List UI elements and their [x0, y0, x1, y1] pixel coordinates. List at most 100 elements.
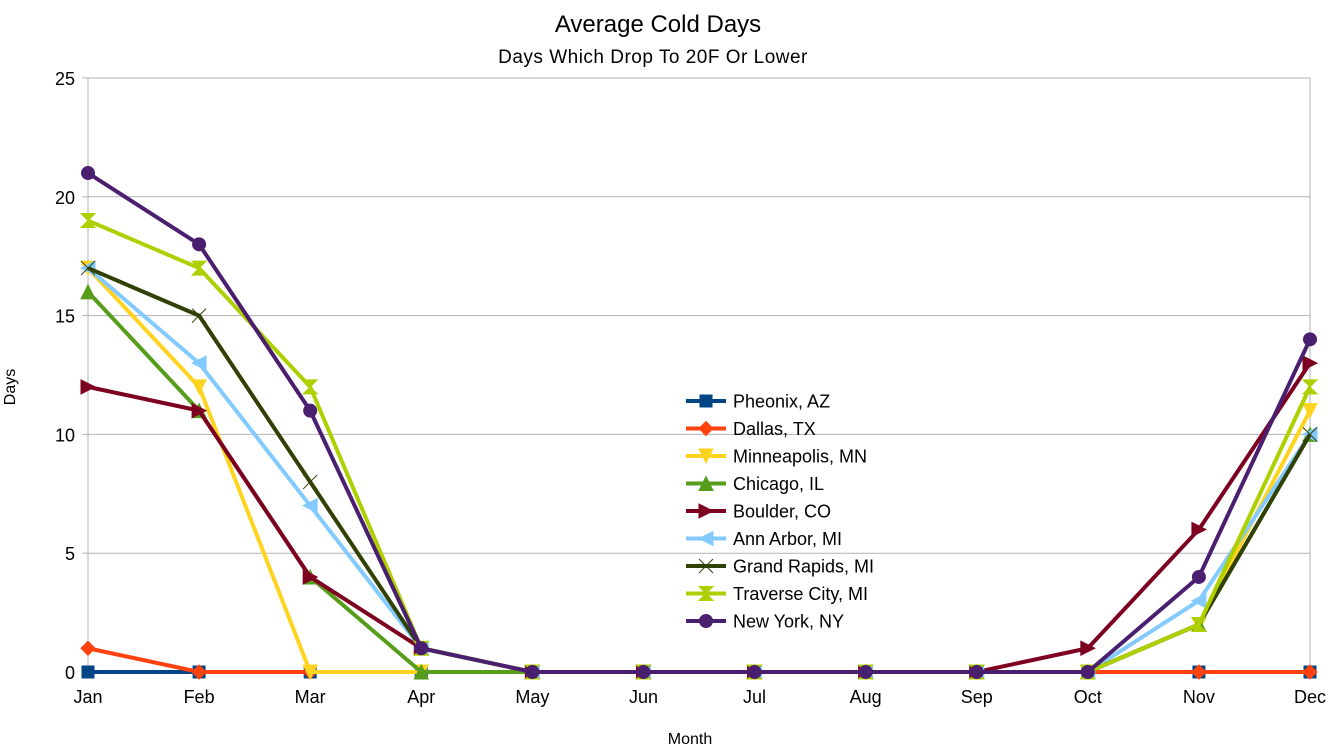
data-point — [1080, 640, 1096, 657]
chart-title: Average Cold Days — [555, 11, 761, 38]
data-point — [303, 403, 318, 418]
legend-marker — [698, 475, 714, 491]
legend-item: New York, NY — [686, 612, 844, 632]
data-point — [190, 260, 208, 276]
legend-item: Traverse City, MI — [686, 584, 868, 604]
x-axis-label: Month — [668, 731, 712, 748]
data-point — [1301, 379, 1319, 395]
data-point — [414, 641, 429, 656]
data-point — [191, 308, 207, 323]
x-tick-label: May — [515, 687, 549, 707]
series-line — [86, 171, 1312, 674]
data-point — [80, 283, 96, 300]
data-point — [1302, 427, 1318, 442]
y-tick-label: 5 — [65, 544, 75, 564]
x-tick-label: Jan — [73, 687, 102, 707]
data-point — [191, 402, 208, 419]
chart-subtitle: Days Which Drop To 20F Or Lower — [498, 47, 808, 68]
legend-marker — [697, 586, 715, 601]
data-point — [525, 665, 540, 679]
legend-item: Dallas, TX — [686, 419, 816, 439]
series-5 — [79, 260, 1318, 680]
legend-label: Grand Rapids, MI — [733, 557, 874, 577]
data-point — [1191, 569, 1206, 584]
x-tick-label: Aug — [850, 687, 882, 707]
legend-label: Boulder, CO — [733, 502, 831, 522]
data-point — [1190, 592, 1207, 609]
x-tick-label: Sep — [961, 687, 993, 707]
x-tick-label: Feb — [184, 687, 215, 707]
legend-item: Grand Rapids, MI — [686, 557, 874, 577]
data-point — [1302, 403, 1318, 419]
legend-label: Pheonix, AZ — [733, 392, 830, 412]
data-point — [80, 379, 97, 395]
data-point — [302, 664, 318, 681]
legend-label: Traverse City, MI — [733, 584, 868, 604]
y-tick-label: 10 — [55, 425, 75, 445]
x-tick-label: Nov — [1183, 687, 1215, 707]
data-point — [301, 379, 319, 395]
x-tick-label: Apr — [407, 687, 435, 707]
data-point — [1302, 664, 1318, 680]
legend-item: Ann Arbor, MI — [686, 529, 842, 549]
data-point — [191, 379, 207, 395]
data-point — [80, 640, 96, 656]
series-line — [86, 266, 1312, 674]
data-point — [1302, 355, 1319, 371]
data-point — [80, 260, 96, 276]
series-6 — [80, 260, 1318, 680]
legend-marker — [698, 448, 714, 465]
data-point — [1190, 616, 1208, 632]
data-point — [79, 213, 97, 229]
y-tick-label: 15 — [55, 307, 75, 327]
data-point — [302, 497, 318, 514]
data-point — [190, 355, 207, 371]
legend-item: Chicago, IL — [686, 474, 824, 494]
x-tick-label: Jun — [629, 687, 658, 707]
data-point — [747, 665, 762, 679]
y-tick-label: 20 — [55, 188, 75, 208]
legend-item: Boulder, CO — [686, 502, 831, 522]
data-point — [191, 664, 207, 680]
legend-label: Ann Arbor, MI — [733, 529, 842, 549]
x-tick-label: Jul — [743, 687, 766, 707]
legend-marker — [698, 503, 715, 519]
data-point — [413, 663, 430, 680]
series-2 — [80, 260, 1318, 681]
data-point — [1303, 332, 1317, 347]
data-point — [302, 474, 318, 490]
x-tick-label: Oct — [1074, 687, 1102, 707]
legend-marker — [698, 558, 714, 574]
data-point — [1191, 521, 1208, 538]
data-point — [1080, 665, 1095, 679]
y-tick-label: 0 — [65, 663, 75, 683]
legend-label: Dallas, TX — [733, 419, 816, 439]
legend-item: Minneapolis, MN — [686, 447, 867, 467]
axes: 0 5 10 15 20 25 Jan Feb Mar Apr May Jun Jul Aug Sep Oct… — [55, 69, 1326, 707]
x-tick-label: Mar — [295, 687, 326, 707]
legend: Pheonix, AZ Dallas, TX Minneapolis, MN Chic… — [686, 392, 874, 632]
data-point — [192, 237, 207, 252]
legend-marker — [699, 614, 713, 628]
legend-marker — [697, 530, 714, 547]
legend-item: Pheonix, AZ — [686, 392, 830, 412]
data-point — [858, 665, 873, 679]
y-tick-label: 25 — [55, 69, 75, 89]
data-point — [81, 665, 95, 679]
data-point — [81, 166, 95, 181]
series-8 — [81, 166, 1317, 679]
y-axis-label: Days — [2, 369, 19, 405]
series-line — [87, 646, 1310, 674]
legend-label: Minneapolis, MN — [733, 447, 867, 467]
series-line — [86, 266, 1312, 674]
legend-label: Chicago, IL — [733, 474, 824, 494]
data-point — [302, 569, 319, 585]
legend-marker — [698, 420, 714, 437]
data-point — [1191, 664, 1207, 680]
series-layer — [79, 166, 1319, 681]
data-point — [969, 665, 984, 679]
series-line — [87, 266, 1312, 674]
x-tick-label: Dec — [1294, 687, 1326, 707]
data-point — [636, 665, 651, 679]
